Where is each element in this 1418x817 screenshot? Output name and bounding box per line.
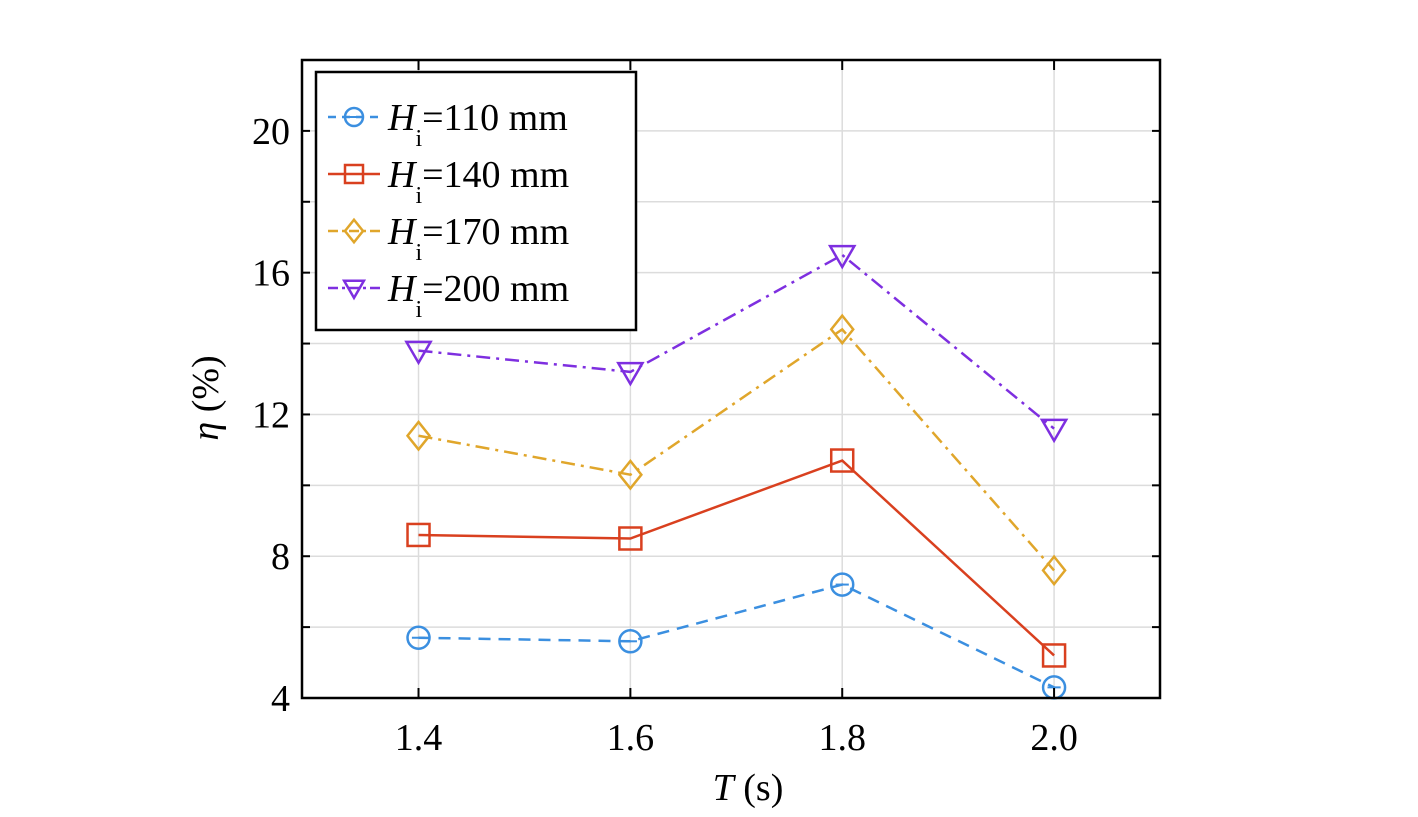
legend-label: Hi=140 mm: [387, 154, 569, 209]
data-point: [406, 625, 431, 650]
x-axis-label: T (s): [713, 767, 784, 809]
series-line: [418, 583, 1055, 689]
x-tick-label: 2.0: [1030, 717, 1078, 759]
marker-diamond: [617, 458, 643, 491]
data-point: [616, 361, 645, 387]
marker-diamond: [1041, 554, 1067, 587]
legend-label: Hi=170 mm: [387, 211, 569, 266]
marker-triangle-down: [404, 340, 433, 366]
y-tick-label: 20: [252, 111, 290, 153]
marker-square: [829, 448, 855, 473]
series-line: [418, 327, 1056, 572]
data-point: [405, 419, 432, 452]
legend-item: Hi=140 mm: [328, 154, 569, 209]
y-tick-label: 8: [271, 536, 290, 578]
legend-label: Hi=110 mm: [387, 97, 568, 152]
marker-diamond: [405, 419, 432, 452]
x-tick-label: 1.8: [818, 717, 866, 759]
marker-triangle-down: [341, 279, 367, 301]
marker-triangle-down: [1039, 418, 1069, 444]
data-point: [829, 572, 855, 597]
data-point: [829, 313, 855, 346]
marker-square: [406, 522, 431, 548]
series-3: [404, 244, 1069, 444]
series-1: [406, 448, 1067, 668]
marker-diamond: [829, 313, 855, 346]
legend-item: Hi=200 mm: [328, 268, 569, 323]
y-axis-label: η (%): [185, 355, 227, 440]
marker-square: [1041, 643, 1067, 668]
marker-circle: [343, 106, 365, 128]
marker-diamond: [343, 217, 365, 245]
axis-ticks: 1.4 1.6 1.8 2.0 4 8 12 16 20: [252, 60, 1160, 759]
data-point: [618, 526, 643, 551]
x-tick-label: 1.6: [607, 717, 655, 759]
data-point: [829, 448, 855, 473]
data-point: [618, 629, 643, 654]
marker-square: [618, 526, 643, 551]
y-tick-label: 16: [252, 253, 290, 295]
data-point: [1041, 554, 1067, 587]
y-tick-label: 4: [271, 678, 290, 720]
marker-square: [343, 163, 365, 185]
series-0: [406, 572, 1067, 700]
series-line: [418, 253, 1055, 430]
legend-item: Hi=170 mm: [328, 211, 569, 266]
marker-triangle-down: [827, 244, 857, 270]
marker-circle: [618, 629, 643, 654]
data-point: [1041, 643, 1067, 668]
y-tick-label: 12: [252, 394, 290, 436]
data-point: [406, 522, 431, 548]
legend-label: Hi=200 mm: [387, 268, 569, 323]
data-point: [1039, 418, 1069, 444]
data-point: [827, 244, 857, 270]
series-2: [405, 313, 1067, 587]
data-point: [617, 458, 643, 491]
legend-item: Hi=110 mm: [328, 97, 568, 152]
plot-frame: [300, 58, 1162, 700]
marker-triangle-down: [616, 361, 645, 387]
legend-box: [314, 70, 638, 332]
marker-circle: [406, 625, 431, 650]
series-layer: [404, 244, 1069, 700]
series-line: [418, 459, 1055, 657]
marker-circle: [829, 572, 855, 597]
x-tick-label: 1.4: [395, 717, 443, 759]
data-point: [404, 340, 433, 366]
